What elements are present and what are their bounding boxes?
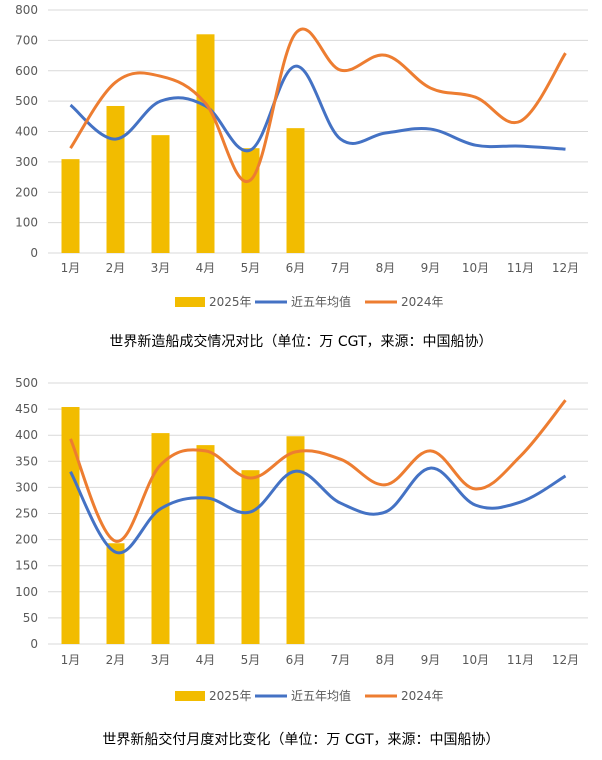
y-tick-label: 450 [15, 402, 38, 416]
y-tick-label: 400 [15, 428, 38, 442]
y-tick-label: 500 [15, 94, 38, 108]
x-tick-label: 8月 [376, 261, 396, 275]
y-tick-label: 300 [15, 480, 38, 494]
legend-label: 2025年 [209, 689, 252, 703]
x-tick-label: 4月 [196, 261, 216, 275]
bar-2025 [286, 436, 305, 644]
y-tick-label: 150 [15, 559, 38, 573]
x-tick-label: 11月 [507, 653, 534, 667]
y-tick-label: 400 [15, 125, 38, 139]
y-tick-label: 700 [15, 33, 38, 47]
y-tick-label: 200 [15, 533, 38, 547]
x-tick-label: 3月 [151, 261, 171, 275]
x-tick-label: 10月 [462, 653, 489, 667]
y-tick-label: 800 [15, 3, 38, 17]
bar-2025 [196, 445, 215, 644]
y-tick-label: 200 [15, 185, 38, 199]
bar-2025 [286, 128, 305, 253]
line-five-year-avg [69, 64, 566, 153]
x-tick-label: 8月 [376, 653, 396, 667]
x-tick-label: 2月 [106, 261, 126, 275]
x-tick-label: 7月 [331, 261, 351, 275]
bar-2025 [151, 433, 170, 644]
new-orders-chart: 0 100 200 300 400 500 600 700 800 1月 2月 3月 4月 5月 6月 7月 8… [15, 3, 588, 309]
legend-label: 近五年均值 [291, 294, 351, 309]
y-tick-label: 300 [15, 155, 38, 169]
y-tick-label: 350 [15, 454, 38, 468]
y-tick-label: 100 [15, 585, 38, 599]
deliveries-chart: 0 50 100 150 200 250 300 350 400 450 500 1月 2月 3月 4月 5月… [15, 376, 588, 703]
bar-2025 [106, 105, 125, 253]
y-tick-label: 250 [15, 507, 38, 521]
bar-2025 [241, 148, 260, 253]
x-tick-label: 7月 [331, 653, 351, 667]
chart-title-deliveries: 世界新船交付月度对比变化（单位：万 CGT，来源：中国船协） [102, 732, 500, 748]
x-tick-label: 5月 [241, 261, 261, 275]
x-tick-label: 9月 [421, 653, 441, 667]
legend-label: 近五年均值 [291, 688, 351, 703]
legend-label: 2024年 [401, 689, 444, 703]
x-tick-label: 6月 [286, 653, 306, 667]
y-tick-label: 100 [15, 216, 38, 230]
bar-2025 [241, 470, 260, 644]
chart-title-orders: 世界新造船成交情况对比（单位：万 CGT，来源：中国船协） [109, 334, 493, 350]
legend-swatch [175, 297, 205, 307]
y-tick-label: 600 [15, 64, 38, 78]
bar-2025 [61, 407, 80, 644]
bar-2025 [151, 135, 170, 253]
x-tick-label: 1月 [61, 653, 81, 667]
x-tick-label: 3月 [151, 653, 171, 667]
bar-2025 [61, 159, 80, 253]
x-tick-label: 10月 [462, 261, 489, 275]
x-tick-label: 11月 [507, 261, 534, 275]
line-five-year-avg [69, 466, 567, 555]
x-tick-label: 6月 [286, 261, 306, 275]
line-2024 [69, 399, 567, 543]
x-tick-label: 12月 [552, 261, 579, 275]
y-tick-label: 0 [30, 246, 38, 260]
bar-2025 [196, 34, 215, 253]
line-2024 [69, 27, 567, 184]
y-tick-label: 500 [15, 376, 38, 390]
bar-2025 [106, 543, 125, 644]
x-tick-label: 5月 [241, 653, 261, 667]
y-tick-label: 0 [30, 637, 38, 651]
x-tick-label: 9月 [421, 261, 441, 275]
legend-label: 2025年 [209, 295, 252, 309]
x-tick-label: 4月 [196, 653, 216, 667]
legend-label: 2024年 [401, 295, 444, 309]
y-tick-label: 50 [23, 611, 38, 625]
x-tick-label: 12月 [552, 653, 579, 667]
x-tick-label: 2月 [106, 653, 126, 667]
x-tick-label: 1月 [61, 261, 81, 275]
legend-swatch [175, 691, 205, 701]
